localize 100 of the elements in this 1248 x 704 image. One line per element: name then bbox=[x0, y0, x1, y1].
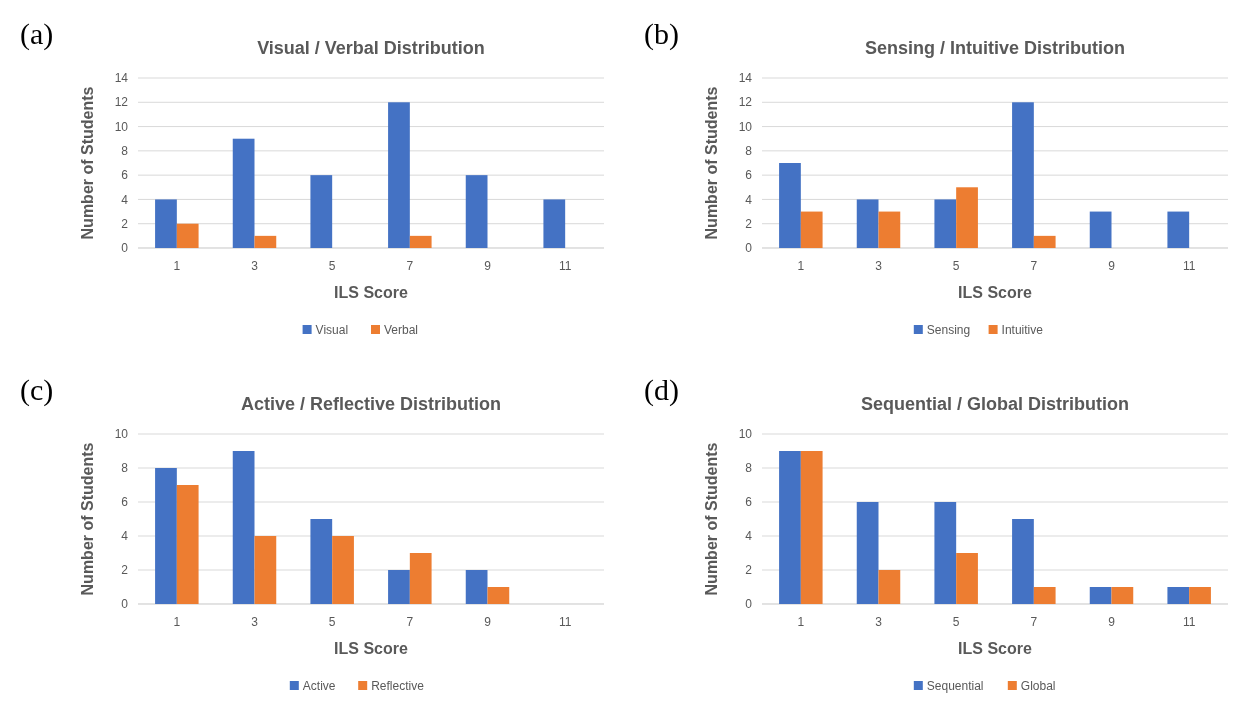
chart-title: Sequential / Global Distribution bbox=[860, 394, 1130, 414]
bar bbox=[310, 175, 333, 248]
y-tick-label: 0 bbox=[745, 597, 753, 612]
bar bbox=[409, 553, 432, 604]
y-tick-label: 10 bbox=[114, 427, 129, 442]
bar bbox=[856, 199, 879, 248]
bar bbox=[934, 502, 957, 604]
x-tick-label: 7 bbox=[1030, 615, 1038, 629]
text: (a) bbox=[20, 17, 54, 51]
x-tick-label: 9 bbox=[1108, 615, 1116, 629]
legend-label: Sensing bbox=[926, 323, 971, 337]
bar bbox=[856, 502, 879, 604]
y-tick-label: 4 bbox=[121, 529, 129, 544]
bar bbox=[779, 451, 801, 604]
bar bbox=[465, 570, 488, 604]
x-tick-label: 5 bbox=[328, 615, 336, 629]
legend-label: Active bbox=[302, 679, 336, 693]
x-tick-label: 5 bbox=[328, 259, 336, 273]
bar bbox=[487, 587, 510, 604]
bar bbox=[1089, 211, 1112, 248]
x-axis-title: ILS Score bbox=[958, 284, 1032, 301]
bar bbox=[388, 570, 410, 604]
y-tick-label: 10 bbox=[738, 119, 753, 134]
y-tick-label: 0 bbox=[121, 241, 129, 256]
y-axis-title: Number of Students bbox=[79, 86, 96, 240]
x-tick-label: 3 bbox=[251, 615, 259, 629]
bar bbox=[465, 175, 488, 248]
y-tick-label: 4 bbox=[745, 192, 753, 207]
y-tick-label: 8 bbox=[121, 461, 129, 476]
x-tick-label: 11 bbox=[1182, 615, 1196, 629]
x-tick-label: 7 bbox=[406, 615, 414, 629]
x-tick-label: 3 bbox=[875, 259, 883, 273]
y-tick-label: 12 bbox=[738, 95, 753, 110]
x-tick-label: 9 bbox=[484, 615, 492, 629]
y-tick-label: 0 bbox=[121, 597, 129, 612]
bar bbox=[1012, 519, 1034, 604]
y-axis-title: Number of Students bbox=[703, 442, 720, 596]
y-tick-label: 14 bbox=[738, 71, 753, 86]
bar bbox=[1167, 211, 1190, 248]
bar bbox=[1189, 587, 1211, 604]
y-tick-label: 10 bbox=[114, 119, 129, 134]
y-tick-label: 8 bbox=[745, 144, 753, 159]
y-tick-label: 2 bbox=[745, 216, 753, 231]
bar bbox=[878, 570, 901, 604]
x-axis-title: ILS Score bbox=[958, 640, 1032, 657]
text: (d) bbox=[644, 373, 679, 407]
y-tick-label: 2 bbox=[121, 216, 129, 231]
y-axis-title: Number of Students bbox=[79, 442, 96, 596]
x-tick-label: 1 bbox=[797, 259, 805, 273]
x-axis-title: ILS Score bbox=[334, 640, 408, 657]
y-tick-label: 0 bbox=[745, 241, 753, 256]
x-tick-label: 3 bbox=[251, 259, 259, 273]
y-tick-label: 6 bbox=[121, 495, 129, 510]
y-tick-label: 14 bbox=[114, 71, 129, 86]
y-tick-label: 10 bbox=[738, 427, 753, 442]
bar bbox=[232, 451, 255, 604]
y-tick-label: 2 bbox=[121, 563, 129, 578]
x-tick-label: 7 bbox=[406, 259, 414, 273]
chart-title: Active / Reflective Distribution bbox=[240, 394, 502, 414]
bar bbox=[155, 199, 177, 248]
y-tick-label: 8 bbox=[121, 144, 129, 159]
bar bbox=[254, 235, 277, 248]
x-tick-label: 9 bbox=[484, 259, 492, 273]
bar bbox=[1033, 587, 1056, 604]
bar bbox=[232, 138, 255, 248]
legend-label: Intuitive bbox=[1001, 323, 1044, 337]
x-tick-label: 5 bbox=[952, 615, 960, 629]
bar bbox=[409, 235, 432, 248]
bar bbox=[310, 519, 333, 604]
bar bbox=[779, 163, 801, 248]
y-tick-label: 6 bbox=[745, 168, 753, 183]
bar bbox=[1089, 587, 1112, 604]
x-tick-label: 7 bbox=[1030, 259, 1038, 273]
bar bbox=[878, 211, 901, 248]
text: (c) bbox=[20, 373, 54, 407]
text: (b) bbox=[644, 17, 679, 51]
legend-label: Sequential bbox=[926, 679, 984, 693]
y-tick-label: 12 bbox=[114, 95, 129, 110]
bar bbox=[543, 199, 566, 248]
y-tick-label: 4 bbox=[745, 529, 753, 544]
bar bbox=[956, 187, 978, 248]
bar bbox=[176, 485, 199, 604]
x-tick-label: 11 bbox=[558, 615, 572, 629]
legend-label: Verbal bbox=[384, 323, 419, 337]
bar bbox=[1012, 102, 1034, 248]
x-tick-label: 3 bbox=[875, 615, 883, 629]
legend-label: Reflective bbox=[371, 679, 425, 693]
x-tick-label: 1 bbox=[797, 615, 805, 629]
bar bbox=[956, 553, 978, 604]
y-tick-label: 4 bbox=[121, 192, 129, 207]
x-tick-label: 11 bbox=[558, 259, 572, 273]
bar bbox=[176, 223, 199, 248]
x-tick-label: 11 bbox=[1182, 259, 1196, 273]
chart-title: Sensing / Intuitive Distribution bbox=[864, 38, 1126, 58]
bar bbox=[800, 211, 823, 248]
x-tick-label: 1 bbox=[173, 615, 181, 629]
bar bbox=[934, 199, 957, 248]
y-axis-title: Number of Students bbox=[703, 86, 720, 240]
y-tick-label: 6 bbox=[121, 168, 129, 183]
x-tick-label: 1 bbox=[173, 259, 181, 273]
